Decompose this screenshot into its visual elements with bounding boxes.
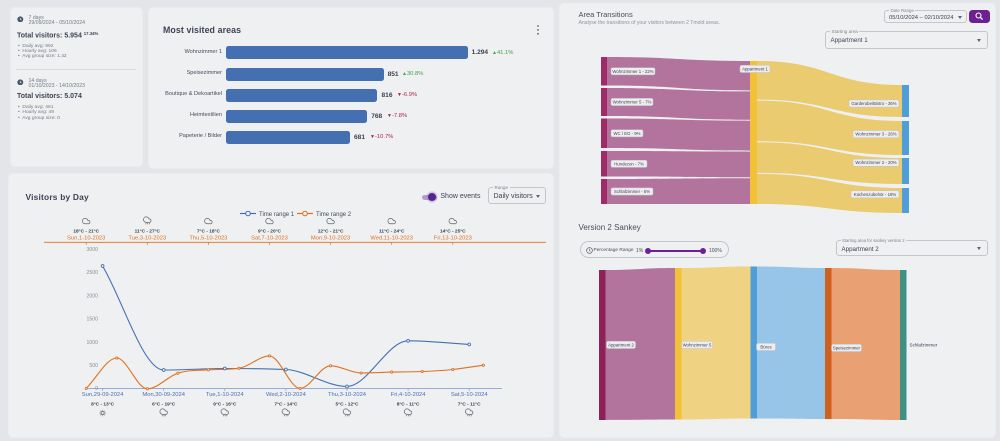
- svg-text:1500: 1500: [86, 317, 98, 323]
- svg-text:Wohnzimmer 2 - 20%: Wohnzimmer 2 - 20%: [855, 160, 896, 165]
- svg-text:7°C - 18°C: 7°C - 18°C: [197, 228, 221, 234]
- svg-text:Büros: Büros: [760, 344, 771, 349]
- svg-text:7°C - 14°C: 7°C - 14°C: [274, 402, 298, 408]
- svg-text:Appartment 1: Appartment 1: [742, 66, 768, 71]
- svg-text:8°C - 13°C: 8°C - 13°C: [91, 402, 115, 408]
- svg-text:0: 0: [95, 386, 98, 392]
- svg-text:Tue,3-10-2023: Tue,3-10-2023: [128, 235, 166, 241]
- svg-text:14°C - 25°C: 14°C - 25°C: [440, 228, 466, 234]
- svg-text:1000: 1000: [86, 340, 98, 346]
- svg-text:Mon,9-10-2023: Mon,9-10-2023: [311, 235, 350, 241]
- svg-text:2000: 2000: [86, 293, 98, 299]
- svg-text:3000: 3000: [86, 247, 98, 253]
- svg-text:Fri,4-10-2024: Fri,4-10-2024: [391, 392, 427, 398]
- svg-text:6°C - 19°C: 6°C - 19°C: [152, 402, 176, 408]
- svg-text:Wohnzimmer 5: Wohnzimmer 5: [683, 342, 712, 347]
- svg-text:Mon,30-09-2024: Mon,30-09-2024: [142, 392, 185, 398]
- svg-text:Thu,5-10-2023: Thu,5-10-2023: [189, 235, 227, 241]
- svg-text:Küchenzubehör - 18%: Küchenzubehör - 18%: [854, 192, 897, 197]
- svg-text:18°C - 21°C: 18°C - 21°C: [73, 228, 99, 234]
- svg-text:Sun,29-09-2024: Sun,29-09-2024: [82, 392, 124, 398]
- svg-text:Sun,1-10-2023: Sun,1-10-2023: [67, 235, 105, 241]
- svg-text:WC / EG - 9%: WC / EG - 9%: [614, 131, 641, 136]
- svg-text:Garderobe/Bistro - 36%: Garderobe/Bistro - 36%: [851, 101, 896, 106]
- svg-text:Wohnzimmer 3 - 26%: Wohnzimmer 3 - 26%: [855, 132, 896, 137]
- svg-text:8°C - 11°C: 8°C - 11°C: [397, 402, 420, 408]
- svg-text:Tue,1-10-2024: Tue,1-10-2024: [206, 392, 245, 398]
- svg-text:Wohnzimmer 5 - 7%: Wohnzimmer 5 - 7%: [613, 100, 652, 105]
- svg-text:Fri,13-10-2023: Fri,13-10-2023: [434, 235, 472, 241]
- svg-text:Sat,7-10-2023: Sat,7-10-2023: [251, 235, 288, 241]
- svg-text:2500: 2500: [86, 270, 98, 276]
- svg-text:11°C - 27°C: 11°C - 27°C: [135, 228, 161, 234]
- svg-text:Schlafzimmer: Schlafzimmer: [910, 342, 938, 347]
- svg-text:Wohnzimmer 1 - 22%: Wohnzimmer 1 - 22%: [612, 69, 653, 74]
- svg-text:Wed,2-10-2024: Wed,2-10-2024: [266, 392, 307, 398]
- svg-text:9°C - 20°C: 9°C - 20°C: [258, 228, 282, 234]
- svg-text:500: 500: [89, 363, 98, 369]
- svg-text:Schlafzimmer - 5%: Schlafzimmer - 5%: [614, 189, 650, 194]
- svg-text:Wed,11-10-2023: Wed,11-10-2023: [370, 235, 413, 241]
- svg-text:12°C - 21°C: 12°C - 21°C: [318, 228, 344, 234]
- svg-text:Time range 2: Time range 2: [316, 212, 352, 218]
- svg-text:Speisezimmer: Speisezimmer: [833, 345, 861, 350]
- svg-text:Appartment 2: Appartment 2: [608, 342, 634, 347]
- svg-text:7°C - 11°C: 7°C - 11°C: [458, 402, 481, 408]
- svg-text:Hundezon - 7%: Hundezon - 7%: [614, 161, 644, 166]
- svg-text:11°C - 24°C: 11°C - 24°C: [379, 228, 405, 234]
- svg-text:9°C - 16°C: 9°C - 16°C: [213, 402, 237, 408]
- svg-text:Time range 1: Time range 1: [259, 212, 295, 218]
- svg-text:Sat,5-10-2024: Sat,5-10-2024: [451, 392, 489, 398]
- svg-text:Thu,3-10-2024: Thu,3-10-2024: [328, 392, 367, 398]
- svg-text:5°C - 12°C: 5°C - 12°C: [335, 402, 359, 408]
